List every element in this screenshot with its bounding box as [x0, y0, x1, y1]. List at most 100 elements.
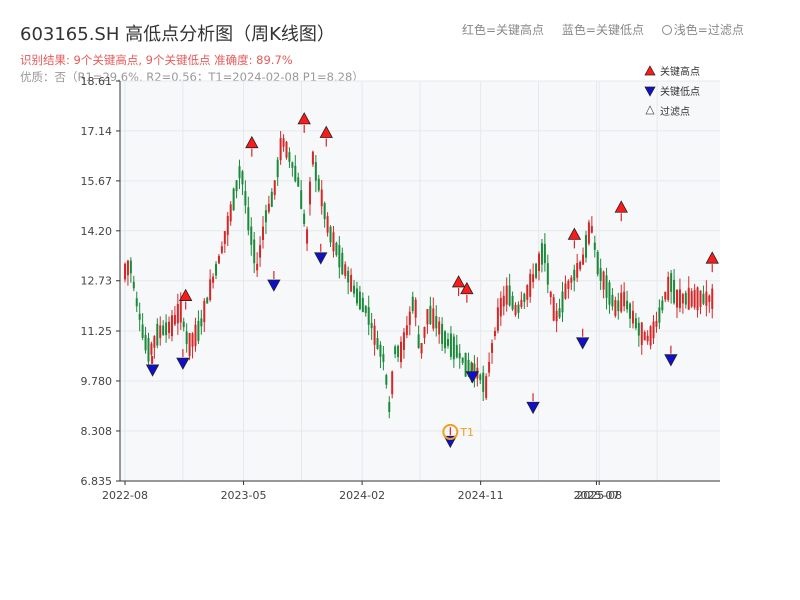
candle-body: [361, 297, 364, 313]
legend-high-label: 关键高点: [660, 65, 700, 78]
candle-body: [367, 307, 370, 325]
candle-body: [429, 305, 432, 325]
candle-body: [482, 372, 485, 392]
candle-body: [684, 292, 687, 305]
candle-body: [335, 242, 338, 256]
candle-body: [438, 321, 441, 335]
candle-body: [444, 331, 447, 349]
candle-body: [461, 357, 464, 363]
candle-body: [587, 222, 590, 244]
candle-body: [605, 275, 608, 298]
candle-body: [364, 306, 367, 313]
key-low-marker: [575, 337, 590, 350]
candle-body: [250, 226, 253, 245]
candle-body: [262, 226, 265, 240]
candle-body: [203, 300, 206, 323]
y-tick-label: 15.67: [81, 175, 113, 188]
candle-body: [629, 303, 632, 319]
candle-body: [508, 285, 511, 306]
candle-body: [590, 226, 593, 233]
legend-filtered-icon: [645, 105, 655, 115]
candle-body: [414, 299, 417, 318]
candle-body: [373, 325, 376, 345]
candle-body: [532, 274, 535, 283]
candle-body: [341, 252, 344, 275]
candle-body: [455, 344, 458, 358]
candle-body: [176, 303, 179, 324]
candle-body: [329, 226, 332, 243]
candle-body: [185, 331, 188, 344]
candle-body: [670, 273, 673, 292]
candle-body: [300, 190, 303, 209]
candle-body: [470, 362, 473, 377]
candle-body: [344, 264, 347, 276]
candle-body: [567, 280, 570, 289]
candle-body: [552, 297, 555, 321]
candle-body: [267, 203, 270, 212]
candle-body: [408, 311, 411, 325]
candle-body: [156, 323, 159, 346]
candle-body: [220, 246, 223, 253]
y-tick-label: 12.73: [81, 275, 113, 288]
candle-body: [599, 268, 602, 281]
candle-body: [620, 292, 623, 312]
candle-body: [394, 346, 397, 355]
candle-body: [411, 296, 414, 312]
grid-lines: [120, 80, 720, 482]
legend-filtered-label: 过滤点: [660, 105, 690, 118]
candle-body: [676, 289, 679, 308]
hint-light-label: 浅色=过滤点: [673, 23, 744, 37]
candle-body: [523, 293, 526, 302]
key-low-marker: [176, 357, 190, 370]
candle-body: [253, 239, 256, 264]
candle-body: [608, 282, 611, 305]
candle-body: [232, 188, 235, 211]
candle-body: [147, 338, 150, 362]
candle-body: [279, 138, 282, 161]
candle-body: [135, 298, 138, 307]
candle-body: [311, 151, 314, 165]
candle-body: [435, 315, 438, 329]
candle-body: [405, 325, 408, 336]
candle-body: [549, 291, 552, 298]
candle-body: [297, 177, 300, 187]
candle-body: [212, 276, 215, 283]
candle-body: [467, 359, 470, 376]
candle-body: [540, 243, 543, 265]
candle-body: [673, 279, 676, 304]
candle-body: [452, 336, 455, 360]
candle-body: [229, 204, 232, 222]
hollow-circle-icon: [661, 25, 672, 35]
key-high-marker: [451, 275, 466, 288]
candle-body: [702, 293, 705, 304]
candle-body: [488, 361, 491, 373]
result-summary: 识别结果: 9个关键高点, 9个关键低点 准确度: 89.7%: [20, 53, 293, 67]
candle-body: [555, 310, 558, 322]
candle-body: [649, 326, 652, 346]
candle-body: [646, 335, 649, 342]
x-tick-label: 2025-08: [576, 489, 622, 502]
candle-body: [276, 159, 279, 178]
hint-red: 红色=关键高点: [462, 23, 545, 37]
candle-body: [678, 289, 681, 309]
candle-body: [320, 189, 323, 207]
candle-body: [259, 245, 262, 258]
candle-body: [637, 322, 640, 336]
candle-body: [693, 290, 696, 308]
t1-ring: [442, 423, 459, 440]
candle-body: [358, 291, 361, 310]
key-high-marker: [245, 135, 259, 149]
candle-body: [347, 270, 350, 283]
candle-body: [602, 271, 605, 290]
candle-body: [191, 333, 194, 347]
candle-body: [270, 191, 273, 207]
candle-body: [546, 263, 549, 285]
candle-body: [126, 260, 129, 276]
candle-body: [564, 283, 567, 299]
candle-body: [141, 324, 144, 338]
candle-body: [162, 325, 165, 335]
candle-body: [376, 338, 379, 349]
candle-body: [285, 141, 288, 158]
